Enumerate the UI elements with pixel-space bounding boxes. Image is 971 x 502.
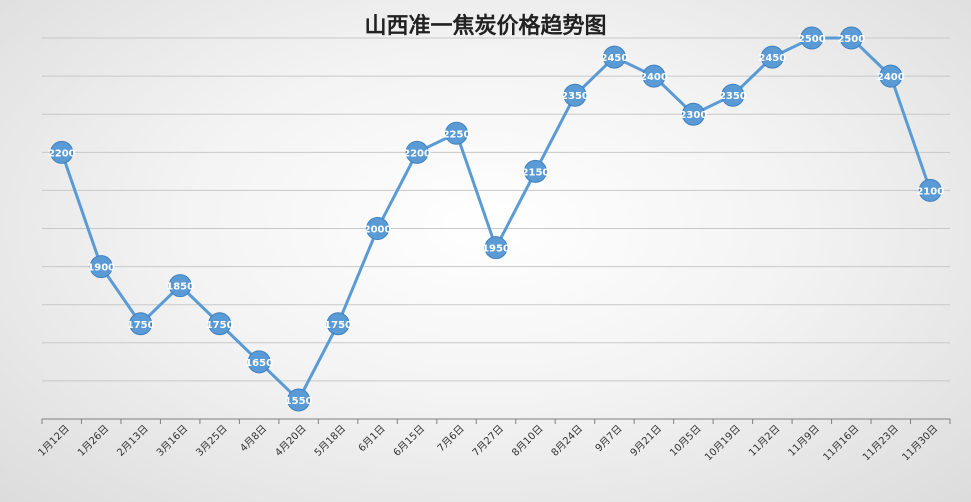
x-tick-label: 3月16日	[154, 423, 190, 459]
x-tick-label: 11月2日	[746, 423, 782, 459]
data-label: 1750	[206, 320, 234, 331]
data-label: 1950	[482, 244, 510, 255]
data-label: 2350	[719, 91, 747, 102]
x-tick-label: 11月9日	[786, 423, 822, 459]
data-label: 2350	[561, 91, 589, 102]
x-tick-label: 4月20日	[273, 423, 309, 459]
data-point	[879, 64, 903, 88]
x-tick-label: 11月16日	[821, 423, 862, 464]
x-tick-label: 7月27日	[470, 423, 506, 459]
data-label: 1750	[324, 320, 352, 331]
data-point	[89, 255, 113, 279]
data-label: 2500	[837, 34, 865, 45]
x-tick-label: 6月15日	[391, 423, 427, 459]
data-label: 2250	[443, 129, 471, 140]
data-point	[800, 26, 824, 50]
data-label: 1850	[166, 282, 194, 293]
data-point	[642, 64, 666, 88]
data-point	[168, 274, 192, 298]
data-point	[839, 26, 863, 50]
data-point	[760, 45, 784, 69]
data-label: 1900	[87, 263, 115, 274]
data-point	[287, 388, 311, 412]
data-point	[563, 83, 587, 107]
data-label: 2450	[758, 53, 786, 64]
data-point	[918, 178, 942, 202]
data-label: 1650	[245, 358, 273, 369]
x-tick-label: 10月19日	[702, 423, 743, 464]
x-tick-label: 9月7日	[593, 423, 625, 455]
x-tick-label: 11月30日	[900, 423, 941, 464]
data-point	[208, 312, 232, 336]
x-tick-label: 5月18日	[312, 423, 348, 459]
x-tick-label: 10月5日	[667, 423, 703, 459]
data-point	[247, 350, 271, 374]
x-tick-label: 8月24日	[549, 423, 585, 459]
data-label: 2450	[601, 53, 629, 64]
data-label: 2400	[640, 72, 668, 83]
data-point	[366, 217, 390, 241]
data-label: 2000	[364, 225, 392, 236]
data-point	[129, 312, 153, 336]
x-tick-label: 1月12日	[36, 423, 72, 459]
x-tick-label: 4月8日	[238, 423, 270, 455]
x-ticks	[41, 419, 951, 424]
data-point	[326, 312, 350, 336]
data-label: 2100	[916, 186, 944, 197]
data-point	[445, 121, 469, 145]
data-label: 2300	[679, 110, 707, 121]
x-tick-labels: 1月12日 1月26日 2月13日 3月16日 3月25日 4月8日 4月20日 5月18日 6…	[36, 423, 941, 464]
data-label: 2200	[403, 148, 431, 159]
x-tick-label: 7月6日	[435, 423, 467, 455]
data-point	[405, 140, 429, 164]
data-label: 2200	[48, 148, 76, 159]
chart-title: 山西准一焦炭价格趋势图	[364, 14, 607, 39]
data-point	[50, 140, 74, 164]
data-label: 2500	[798, 34, 826, 45]
data-point	[523, 159, 547, 183]
x-tick-label: 6月1日	[356, 423, 388, 455]
data-label: 1750	[127, 320, 155, 331]
data-label: 2400	[877, 72, 905, 83]
x-tick-label: 3月25日	[194, 423, 230, 459]
data-point	[484, 236, 508, 260]
x-tick-label: 1月26日	[75, 423, 111, 459]
x-tick-label: 9月21日	[628, 423, 664, 459]
series-line	[60, 36, 932, 402]
data-point	[602, 45, 626, 69]
data-label: 1550	[285, 396, 313, 407]
x-tick-label: 11月23日	[860, 423, 901, 464]
x-tick-label: 2月13日	[115, 423, 151, 459]
gridlines	[42, 37, 950, 382]
x-tick-label: 8月10日	[509, 423, 545, 459]
data-point	[721, 83, 745, 107]
data-point	[681, 102, 705, 126]
data-label: 2150	[522, 167, 550, 178]
data-points: 2200 1900 1750 1850 1750 1650 1550 1750 2000 2200…	[48, 26, 944, 412]
